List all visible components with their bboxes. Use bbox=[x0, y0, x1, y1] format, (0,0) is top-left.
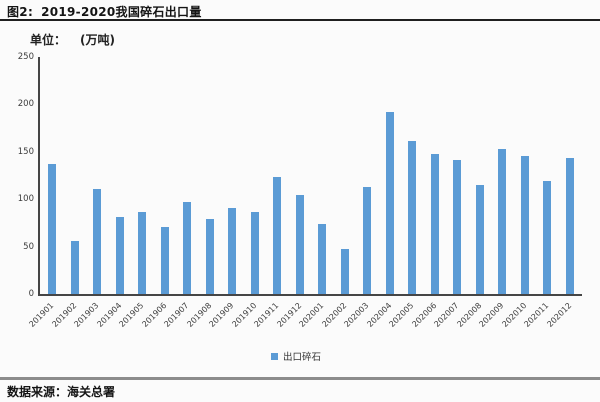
bar-202005 bbox=[408, 141, 416, 294]
unit-label-row: 单位： (万吨) bbox=[30, 31, 115, 48]
bar-202011 bbox=[543, 181, 551, 294]
bar-201903 bbox=[93, 188, 101, 294]
bar-201905 bbox=[138, 211, 146, 294]
y-tick-150: 150 bbox=[17, 146, 34, 157]
bar-201910 bbox=[250, 211, 259, 294]
bar-201904 bbox=[115, 217, 124, 294]
bar-201907 bbox=[183, 202, 191, 294]
y-tick-0: 0 bbox=[28, 289, 34, 299]
bar-202001 bbox=[318, 223, 326, 294]
bar-202008 bbox=[475, 185, 484, 294]
bar-chart-plot-area bbox=[38, 57, 582, 296]
legend-swatch-icon bbox=[271, 352, 278, 360]
data-source: 数据来源：海关总署 bbox=[7, 385, 116, 399]
footer-divider bbox=[0, 377, 600, 380]
bar-202012 bbox=[565, 158, 574, 294]
y-tick-200: 200 bbox=[17, 99, 34, 110]
figure-title: 图2: 2019-2020我国碎石出口量 bbox=[7, 3, 202, 20]
bar-202002 bbox=[340, 248, 349, 294]
unit-label: 单位： bbox=[30, 33, 67, 47]
bar-201909 bbox=[228, 207, 236, 294]
title-underline bbox=[0, 19, 600, 21]
figure-title-text: 2019-2020我国碎石出口量 bbox=[41, 5, 202, 19]
figure-number-label: 图2: bbox=[7, 5, 34, 19]
y-tick-50: 50 bbox=[23, 241, 34, 252]
bar-201908 bbox=[205, 219, 214, 294]
bar-201902 bbox=[70, 240, 79, 294]
unit-value: (万吨) bbox=[80, 33, 115, 47]
bar-202007 bbox=[453, 160, 461, 294]
bar-202009 bbox=[498, 149, 506, 294]
bar-201906 bbox=[160, 226, 169, 294]
y-tick-100: 100 bbox=[17, 194, 34, 205]
bar-201901 bbox=[48, 164, 56, 294]
bar-202003 bbox=[363, 186, 371, 294]
bar-201912 bbox=[295, 194, 304, 294]
bar-202006 bbox=[430, 153, 439, 294]
bar-202004 bbox=[385, 112, 394, 294]
bar-202010 bbox=[520, 155, 529, 294]
bar-201911 bbox=[273, 177, 281, 294]
y-tick-250: 250 bbox=[17, 52, 34, 62]
chart-legend: 出口碎石 bbox=[271, 349, 321, 363]
legend-label: 出口碎石 bbox=[283, 352, 322, 363]
